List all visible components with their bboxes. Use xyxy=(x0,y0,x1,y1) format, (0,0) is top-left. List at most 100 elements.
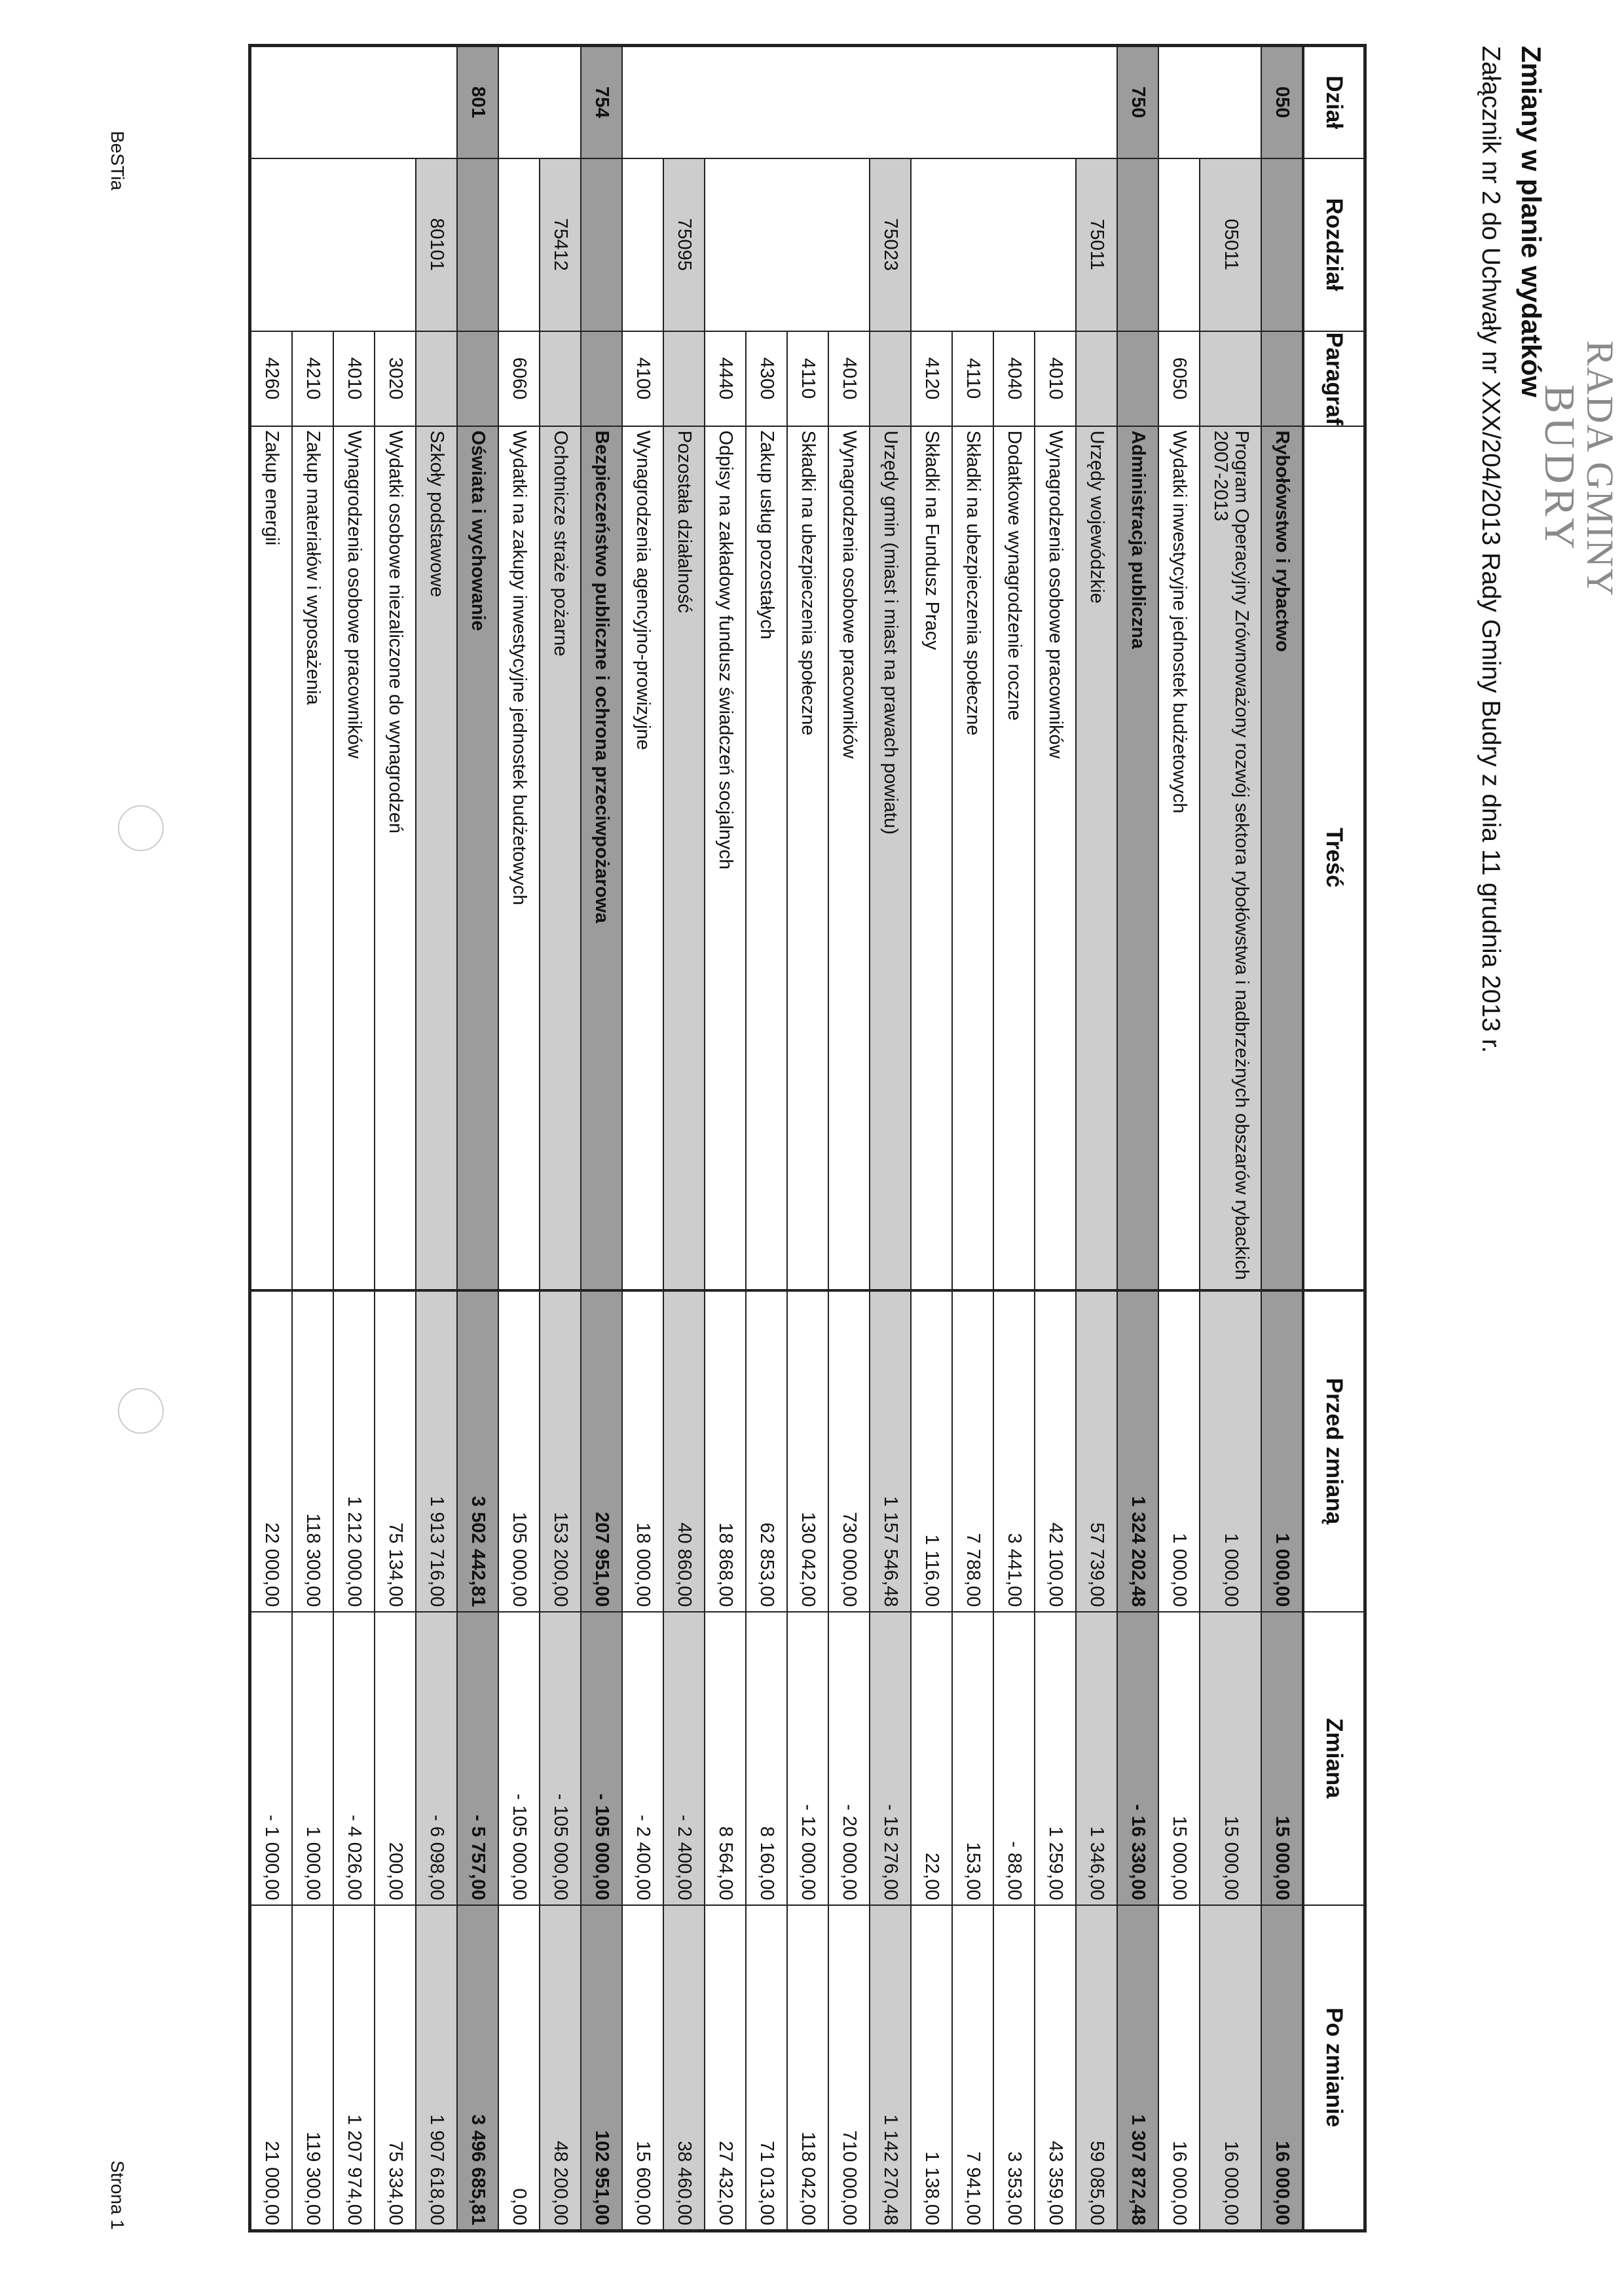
cell-tresc: Wynagrodzenia osobowe pracowników xyxy=(1035,426,1076,1290)
cell-rozdzial xyxy=(333,158,375,331)
cell-rozdzial xyxy=(746,158,787,331)
cell-paragraf: 4120 xyxy=(911,331,952,426)
cell-zmiana: 15 000,00 xyxy=(1158,1611,1200,1905)
cell-zmiana: - 2 400,00 xyxy=(622,1611,663,1905)
cell-zmiana: - 16 330,00 xyxy=(1117,1611,1158,1905)
cell-rozdzial xyxy=(457,158,498,331)
table-row: 4210 Zakup materiałów i wyposażenia 118 30… xyxy=(292,45,333,2231)
table-row: 4440 Odpisy na zakładowy fundusz świadcze… xyxy=(705,45,746,2231)
cell-przed-zmiana: 3 441,00 xyxy=(993,1290,1035,1612)
table-row: 80101 Szkoły podstawowe 1 913 716,00- 6 09… xyxy=(416,45,457,2231)
cell-po-zmianie: 1 307 872,48 xyxy=(1117,1904,1158,2231)
cell-po-zmianie: 16 000,00 xyxy=(1261,1904,1303,2231)
cell-paragraf: 4010 xyxy=(333,331,375,426)
cell-przed-zmiana: 1 116,00 xyxy=(911,1290,952,1612)
table-row: 4110 Składki na ubezpieczenia społeczne 13… xyxy=(787,45,828,2231)
cell-dzial: 754 xyxy=(581,45,622,158)
cell-paragraf xyxy=(581,331,622,426)
cell-dzial xyxy=(498,45,540,158)
table-row: 4010 Wynagrodzenia osobowe pracowników 730… xyxy=(828,45,870,2231)
table-row: 4300 Zakup usług pozostałych 62 853,00 8 16… xyxy=(746,45,787,2231)
cell-paragraf: 6050 xyxy=(1158,331,1200,426)
cell-tresc: Pozostała działalność xyxy=(663,426,705,1290)
table-row: 4260 Zakup energii 22 000,00- 1 000,00 21 0… xyxy=(249,45,292,2231)
cell-rozdzial xyxy=(622,158,663,331)
table-header-row: Dział Rozdział Paragraf Treść Przed zmia… xyxy=(1303,45,1365,2231)
cell-po-zmianie: 0,00 xyxy=(498,1904,540,2231)
cell-po-zmianie: 1 207 974,00 xyxy=(333,1904,375,2231)
cell-zmiana: - 88,00 xyxy=(993,1611,1035,1905)
cell-po-zmianie: 59 085,00 xyxy=(1076,1904,1117,2231)
cell-paragraf: 3020 xyxy=(375,331,416,426)
cell-po-zmianie: 71 013,00 xyxy=(746,1904,787,2231)
cell-rozdzial: 75095 xyxy=(663,158,705,331)
cell-dzial xyxy=(292,45,333,158)
cell-po-zmianie: 48 200,00 xyxy=(540,1904,581,2231)
cell-po-zmianie: 710 000,00 xyxy=(828,1904,870,2231)
cell-paragraf: 6060 xyxy=(498,331,540,426)
cell-rozdzial: 75011 xyxy=(1076,158,1117,331)
cell-po-zmianie: 102 951,00 xyxy=(581,1904,622,2231)
cell-rozdzial xyxy=(1158,158,1200,331)
cell-zmiana: 200,00 xyxy=(375,1611,416,1905)
cell-zmiana: - 20 000,00 xyxy=(828,1611,870,1905)
table-row: 801 Oświata i wychowanie 3 502 442,81- 5 7… xyxy=(457,45,498,2231)
cell-po-zmianie: 16 000,00 xyxy=(1158,1904,1200,2231)
cell-po-zmianie: 15 600,00 xyxy=(622,1904,663,2231)
cell-paragraf: 4210 xyxy=(292,331,333,426)
cell-tresc: Wynagrodzenia agencyjno-prowizyjne xyxy=(622,426,663,1290)
cell-tresc: Wynagrodzenia osobowe pracowników xyxy=(333,426,375,1290)
header-dzial: Dział xyxy=(1303,45,1365,158)
cell-rozdzial xyxy=(787,158,828,331)
cell-przed-zmiana: 207 951,00 xyxy=(581,1290,622,1612)
table-row: 4010 Wynagrodzenia osobowe pracowników 1 2… xyxy=(333,45,375,2231)
cell-paragraf xyxy=(1200,331,1261,426)
cell-paragraf: 4300 xyxy=(746,331,787,426)
table-row: 4010 Wynagrodzenia osobowe pracowników 42 … xyxy=(1035,45,1076,2231)
cell-po-zmianie: 38 460,00 xyxy=(663,1904,705,2231)
cell-tresc: Zakup materiałów i wyposażenia xyxy=(292,426,333,1290)
page-subtitle: Załącznik nr 2 do Uchwały nr XXX/204/201… xyxy=(1477,46,1505,1053)
cell-przed-zmiana: 153 200,00 xyxy=(540,1290,581,1612)
table-row: 4120 Składki na Fundusz Pracy 1 116,00 22,0… xyxy=(911,45,952,2231)
table-row: 050 Rybołówstwo i rybactwo 1 000,00 15 000,… xyxy=(1261,45,1303,2231)
cell-paragraf xyxy=(540,331,581,426)
cell-tresc: Administracja publiczna xyxy=(1117,426,1158,1290)
header-zmiana: Zmiana xyxy=(1303,1611,1365,1905)
cell-dzial xyxy=(333,45,375,158)
cell-dzial xyxy=(663,45,705,158)
table-row: 4100 Wynagrodzenia agencyjno-prowizyjne 18… xyxy=(622,45,663,2231)
cell-tresc: Zakup energii xyxy=(249,426,292,1290)
cell-tresc: Oświata i wychowanie xyxy=(457,426,498,1290)
cell-zmiana: 15 000,00 xyxy=(1200,1611,1261,1905)
cell-zmiana: 15 000,00 xyxy=(1261,1611,1303,1905)
cell-po-zmianie: 27 432,00 xyxy=(705,1904,746,2231)
table-row: 6060 Wydatki na zakupy inwestycyjne jedno… xyxy=(498,45,540,2231)
cell-przed-zmiana: 18 868,00 xyxy=(705,1290,746,1612)
cell-rozdzial: 05011 xyxy=(1200,158,1261,331)
cell-tresc: Bezpieczeństwo publiczne i ochrona przec… xyxy=(581,426,622,1290)
cell-zmiana: 8 160,00 xyxy=(746,1611,787,1905)
cell-rozdzial xyxy=(292,158,333,331)
cell-paragraf: 4010 xyxy=(1035,331,1076,426)
cell-rozdzial xyxy=(249,158,292,331)
cell-przed-zmiana: 40 860,00 xyxy=(663,1290,705,1612)
page-title: Zmiany w planie wydatków xyxy=(1516,46,1547,397)
cell-paragraf xyxy=(416,331,457,426)
cell-paragraf xyxy=(870,331,911,426)
cell-dzial xyxy=(1035,45,1076,158)
council-stamp: RADA GMINY BUDRY xyxy=(1536,340,1621,597)
cell-dzial xyxy=(787,45,828,158)
cell-przed-zmiana: 42 100,00 xyxy=(1035,1290,1076,1612)
cell-przed-zmiana: 1 000,00 xyxy=(1261,1290,1303,1612)
cell-zmiana: 1 000,00 xyxy=(292,1611,333,1905)
cell-po-zmianie: 75 334,00 xyxy=(375,1904,416,2231)
cell-paragraf xyxy=(1076,331,1117,426)
cell-dzial xyxy=(249,45,292,158)
cell-po-zmianie: 7 941,00 xyxy=(952,1904,993,2231)
cell-po-zmianie: 16 000,00 xyxy=(1200,1904,1261,2231)
cell-przed-zmiana: 57 739,00 xyxy=(1076,1290,1117,1612)
cell-tresc: Dodatkowe wynagrodzenie roczne xyxy=(993,426,1035,1290)
cell-paragraf xyxy=(1117,331,1158,426)
